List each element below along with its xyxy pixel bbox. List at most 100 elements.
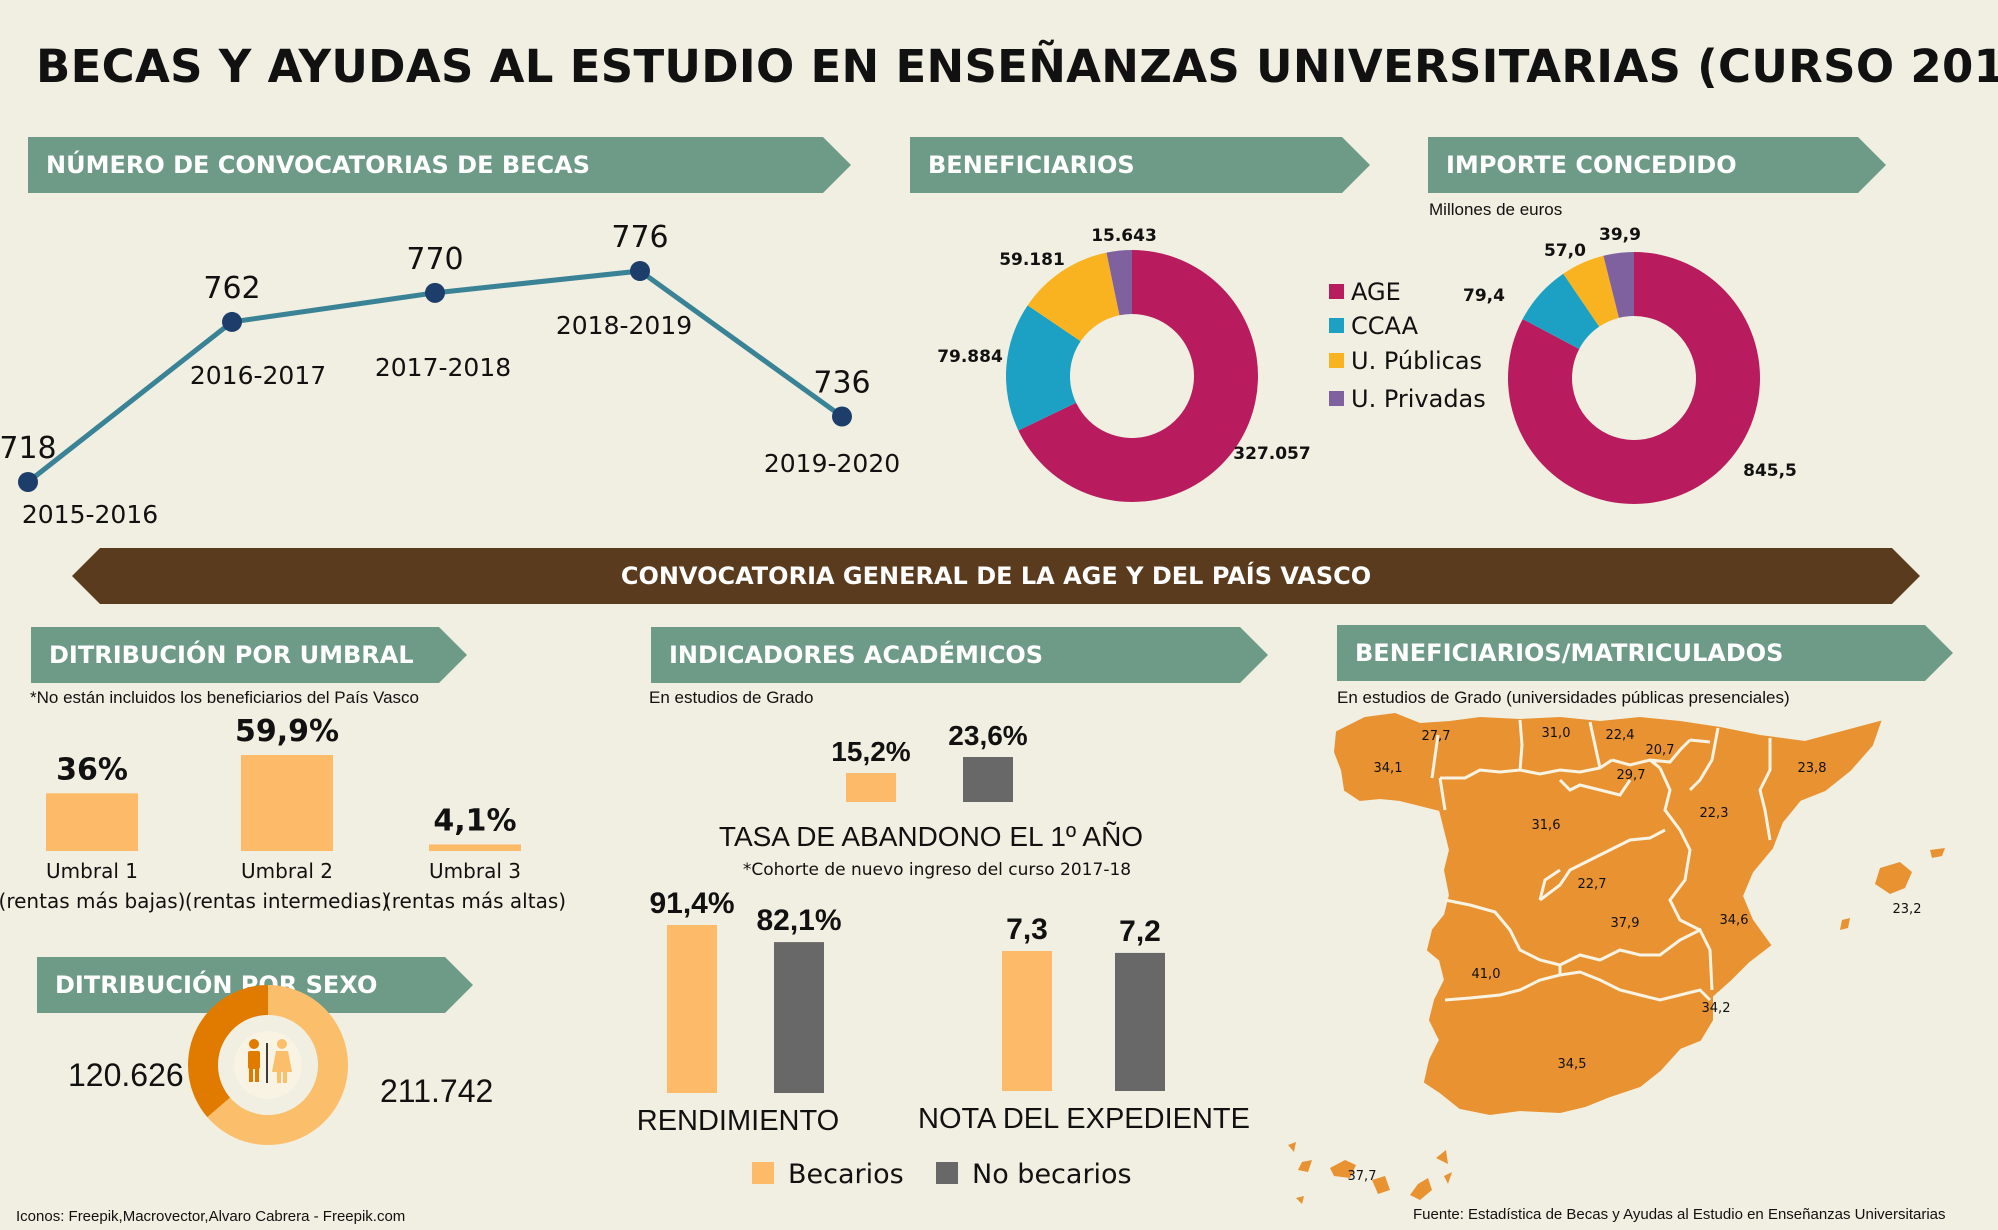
umbral-value-label: 36% [56,752,128,787]
line-chart: 718 2015-2016 762 2016-2017 770 2017-2018 776 2… [0,220,900,529]
line-x-tick-label: 2019-2020 [764,449,900,478]
becarios-label: Becarios [788,1159,904,1190]
page-title: BECAS Y AYUDAS AL ESTUDIO EN ENSEÑANZAS … [36,40,1998,93]
nota-title: NOTA DEL EXPEDIENTE [918,1103,1250,1135]
map-value-label: 34,5 [1558,1057,1587,1072]
indicator-value-label: 82,1% [756,904,841,937]
header-importe: IMPORTE CONCEDIDO [1428,137,1886,193]
footer-icons-credit: Iconos: Freepik,Macrovector,Alvaro Cabre… [16,1208,406,1225]
map-value-label: 22,7 [1578,877,1607,892]
abandono-title: TASA DE ABANDONO EL 1º AÑO [719,821,1143,852]
header-beneficiarios: BENEFICIARIOS [910,137,1370,193]
indicator-bar [963,757,1013,802]
map-value-label: 41,0 [1472,967,1501,982]
legend-label: U. Privadas [1351,385,1486,413]
map-value-label: 34,2 [1702,1001,1731,1016]
baleares-island [1875,862,1912,894]
region-borders [1430,719,1772,1002]
donut-slice [1508,252,1761,504]
donut-slice [1006,305,1081,431]
becarios-swatch [752,1162,774,1184]
donut-value-label: 845,5 [1743,461,1797,481]
importe-unit-note: Millones de euros [1429,200,1563,219]
rendimiento-bars: 91,4% 82,1% [649,887,842,1093]
footer-source: Fuente: Estadística de Becas y Ayudas al… [1413,1206,1946,1223]
header-indicadores: INDICADORES ACADÉMICOS [651,627,1268,683]
legend-label: AGE [1351,278,1401,306]
rendimiento-title: RENDIMIENTO [637,1105,839,1137]
legend-swatch [1329,318,1344,333]
donut-slice [1603,252,1634,318]
header-umbral: DITRIBUCIÓN POR UMBRAL [31,627,467,683]
donut-legend: AGE CCAA U. Públicas U. Privadas [1329,278,1486,413]
ibiza-island [1840,918,1850,930]
line-point [630,261,650,281]
donut-beneficiarios: 327.057 79.884 59.181 15.643 [937,226,1311,502]
map-value-label: 34,1 [1374,761,1403,776]
line-value-label: 770 [406,242,463,277]
banner-convocatoria-general: CONVOCATORIA GENERAL DE LA AGE Y DEL PAÍ… [72,548,1920,604]
spain-mainland [1333,712,1882,1116]
line-value-label: 762 [203,271,260,306]
map-value-label: 31,6 [1532,818,1561,833]
legend-swatch [1329,353,1344,368]
legend-swatch [1329,391,1344,406]
indicadores-note: En estudios de Grado [649,688,814,707]
umbral-category-label: Umbral 2 [241,859,333,883]
donut-value-label: 57,0 [1544,241,1586,261]
donut-importe: 845,5 79,4 57,0 39,9 [1463,225,1797,504]
header-matriculados: BENEFICIARIOS/MATRICULADOS [1337,625,1953,681]
line-point [222,311,242,332]
matriculados-note: En estudios de Grado (universidades públ… [1337,688,1790,707]
line-value-label: 776 [611,220,668,255]
umbral-bar [46,793,138,851]
sexo-label-left: 120.626 [68,1057,184,1093]
map-value-label: 20,7 [1646,743,1675,758]
line-value-label: 718 [0,431,57,466]
map-value-label: 23,2 [1893,902,1922,917]
indicator-value-label: 15,2% [831,736,910,767]
indicator-bar [846,773,896,802]
legend-label: CCAA [1351,312,1419,340]
indicator-value-label: 7,2 [1119,915,1161,948]
sexo-slice [187,985,268,1118]
umbral-sublabel: (rentas más altas) [384,889,566,913]
map-value-label: 23,8 [1798,761,1827,776]
umbral-bar [241,755,333,851]
cohorte-note: *Cohorte de nuevo ingreso del curso 2017… [743,860,1131,880]
map-value-label: 37,9 [1611,916,1640,931]
umbral-value-label: 59,9% [235,714,339,749]
indicator-bar [774,942,824,1093]
umbral-value-label: 4,1% [433,803,516,838]
line-x-tick-label: 2015-2016 [22,500,158,529]
spain-map: 34,1 27,7 31,0 22,4 20,729,7 23,8 31,6 22,3 22,7… [1288,712,1945,1204]
map-value-label: 27,7 [1422,729,1451,744]
map-value-label: 34,6 [1720,913,1749,928]
line-x-tick-label: 2016-2017 [190,361,326,390]
line-value-label: 736 [813,366,870,401]
umbral-note: *No están incluidos los beneficiarios de… [30,688,420,707]
no-becarios-swatch [936,1162,958,1184]
donut-slice [1522,273,1600,350]
abandono-bars: 15,2% 23,6% [831,720,1028,802]
line-point [832,406,852,427]
donut-slice [1106,250,1132,316]
umbral-bars: 36% Umbral 1 (rentas más bajas) 59,9% Umbral… [0,714,566,913]
umbral-category-label: Umbral 3 [429,859,521,883]
map-value-label: 29,7 [1617,768,1646,783]
donut-slice [1018,250,1259,502]
donut-value-label: 79,4 [1463,286,1505,306]
line-x-tick-label: 2017-2018 [375,353,511,382]
umbral-category-label: Umbral 1 [46,859,138,883]
no-becarios-label: No becarios [972,1159,1132,1190]
indicator-bar [667,925,717,1093]
legend-label: U. Públicas [1351,347,1482,375]
donut-value-label: 327.057 [1233,444,1310,464]
donut-value-label: 79.884 [937,347,1003,367]
indicator-bar [1002,951,1052,1091]
umbral-sublabel: (rentas intermedias) [185,889,389,913]
people-icon [234,1031,302,1099]
line-point [425,282,445,303]
map-value-label: 31,0 [1542,726,1571,741]
